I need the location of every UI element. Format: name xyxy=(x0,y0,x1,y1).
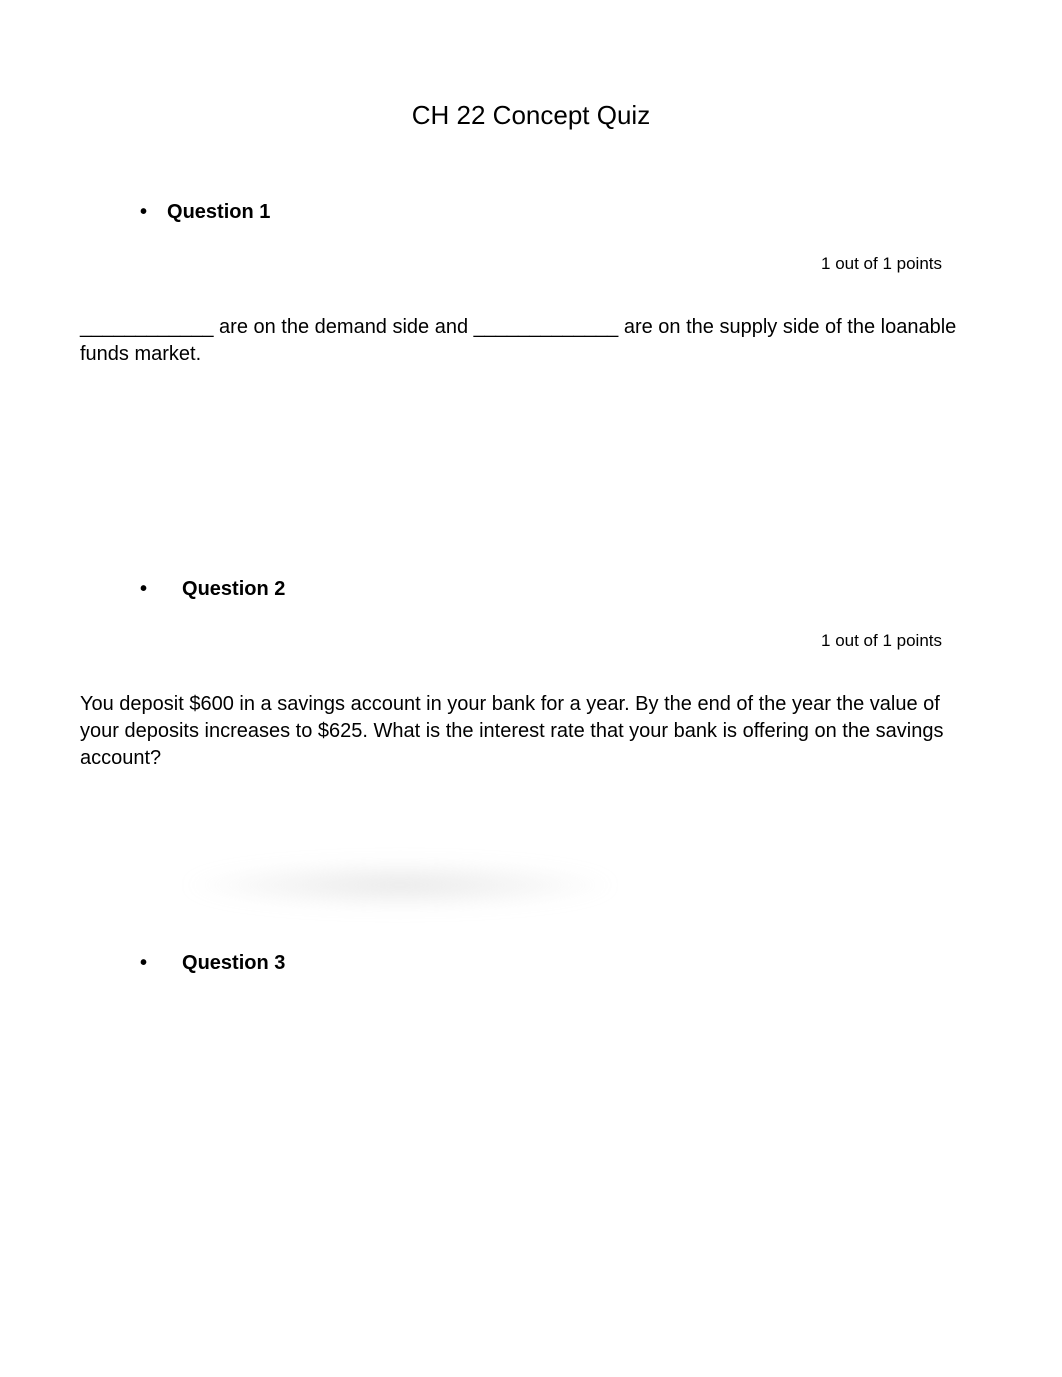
question-header-2: • Question 2 xyxy=(140,578,982,601)
points-text: 1 out of 1 points xyxy=(80,254,982,274)
bullet-icon: • xyxy=(140,952,147,975)
question-text: ____________ are on the demand side and … xyxy=(80,314,982,368)
question-block-2: • Question 2 1 out of 1 points You depos… xyxy=(80,578,982,772)
bullet-icon: • xyxy=(140,201,147,224)
spacer xyxy=(80,418,982,578)
question-label: Question 2 xyxy=(182,578,285,601)
blurred-content xyxy=(180,860,620,910)
question-header-1: • Question 1 xyxy=(140,201,982,224)
bullet-icon: • xyxy=(140,578,147,601)
page-title: CH 22 Concept Quiz xyxy=(80,100,982,131)
points-text: 1 out of 1 points xyxy=(80,631,982,651)
question-header-3: • Question 3 xyxy=(140,952,982,975)
question-block-1: • Question 1 1 out of 1 points _________… xyxy=(80,201,982,368)
question-label: Question 3 xyxy=(182,952,285,975)
question-label: Question 1 xyxy=(167,201,270,224)
question-text: You deposit $600 in a savings account in… xyxy=(80,691,982,772)
document-page: CH 22 Concept Quiz • Question 1 1 out of… xyxy=(0,0,1062,975)
question-block-3: • Question 3 xyxy=(80,952,982,975)
